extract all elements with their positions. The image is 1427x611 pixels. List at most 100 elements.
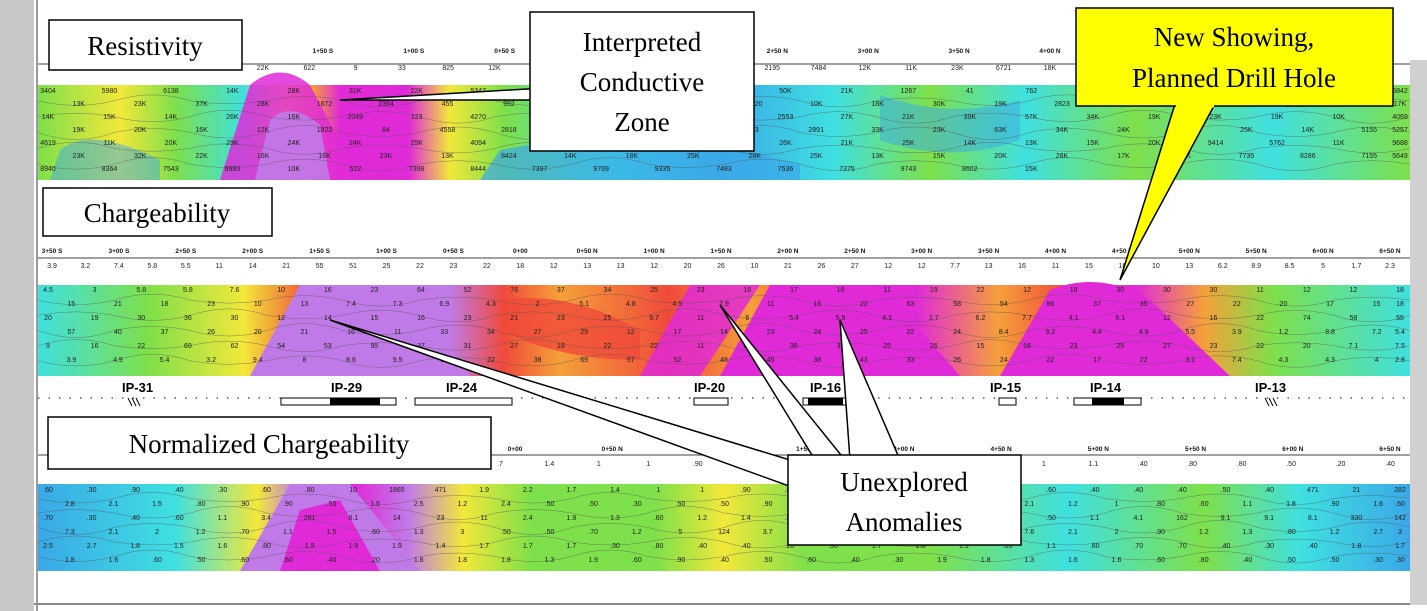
contour-value: 9414 xyxy=(1208,140,1224,147)
contour-value: 5.5 xyxy=(1185,329,1195,336)
contour-value: .60 xyxy=(1003,543,1013,550)
contour-value: 27 xyxy=(1163,343,1171,350)
contour-value: 31K xyxy=(349,88,362,95)
contour-value: 35 xyxy=(1140,301,1148,308)
contour-value: 15K xyxy=(103,114,116,121)
contour-value: 471 xyxy=(1307,487,1319,494)
contour-value: .80 xyxy=(261,543,271,550)
contour-value: 69 xyxy=(580,357,588,364)
contour-value: 21 xyxy=(510,315,518,322)
contour-value: 1.3 xyxy=(1024,557,1034,564)
contour-value: .50 xyxy=(1221,487,1231,494)
contour-value: 4.1 xyxy=(1069,315,1079,322)
contour-value: 522 xyxy=(349,166,361,173)
contour-value: 1.1 xyxy=(1090,515,1100,522)
contour-value: 5.4 xyxy=(1395,329,1405,336)
contour-value: 11K xyxy=(1333,140,1345,147)
top-value: 2195 xyxy=(764,65,780,72)
contour-value: 25K xyxy=(410,140,423,147)
contour-value: 1.9 xyxy=(959,543,969,550)
top-value: 10 xyxy=(751,263,759,270)
contour-value: 27 xyxy=(1186,301,1194,308)
contour-value: 2.1 xyxy=(109,501,119,508)
contour-value: 23K xyxy=(134,101,147,108)
contour-value: 73 xyxy=(751,127,759,134)
contour-value: 1.2 xyxy=(196,529,206,536)
top-value: .50 xyxy=(1286,461,1296,468)
contour-value: 2.5 xyxy=(43,543,53,550)
contour-value: .60 xyxy=(1090,543,1100,550)
contour-value: .60 xyxy=(261,487,271,494)
contour-value: 33K xyxy=(871,127,884,134)
contour-value: 14 xyxy=(324,315,332,322)
contour-value: 9688 xyxy=(1392,140,1408,147)
contour-line xyxy=(37,354,1411,368)
contour-value: 12 xyxy=(627,329,635,336)
top-value: 5.8 xyxy=(147,263,157,270)
contour-value: .60 xyxy=(654,515,664,522)
unexplored-line1: Unexplored xyxy=(840,467,968,497)
top-value: 7484 xyxy=(811,65,827,72)
contour-value: .60 xyxy=(632,557,642,564)
top-value: 12 xyxy=(918,263,926,270)
contour-value: 1.7 xyxy=(566,487,576,494)
contour-value: 12 xyxy=(1023,287,1031,294)
station-label: 6+00 N xyxy=(1313,248,1334,255)
contour-line xyxy=(37,506,1411,520)
contour-value: 26 xyxy=(930,343,938,350)
contour-value: .70 xyxy=(588,529,598,536)
station-label: 0+50 S xyxy=(494,48,515,55)
contour-value: 13K xyxy=(871,153,884,160)
contour-value: 9 xyxy=(46,343,50,350)
contour-value: 2.7 xyxy=(1373,529,1383,536)
resistivity-title: Resistivity xyxy=(87,31,203,61)
contour-value: .20 xyxy=(785,543,795,550)
contour-value: 30K xyxy=(933,101,946,108)
contour-value: 37 xyxy=(557,287,565,294)
contour-value: .50 xyxy=(327,501,337,508)
contour-value: 1 xyxy=(1115,501,1119,508)
contour-value: .50 xyxy=(196,557,206,564)
contour-value: 3 xyxy=(1398,529,1402,536)
contour-value: 1.7 xyxy=(479,543,489,550)
contour-value: 19 xyxy=(930,287,938,294)
contour-value: 5155 xyxy=(1361,127,1377,134)
contour-value: 24K xyxy=(1117,127,1130,134)
contour-value: 14K xyxy=(42,114,55,121)
contour-value: 1.8 xyxy=(1286,501,1296,508)
contour-value: 22 xyxy=(1140,357,1148,364)
contour-value: 7536 xyxy=(778,166,794,173)
contour-value: 20K xyxy=(134,127,147,134)
contour-value: 992 xyxy=(503,101,515,108)
contour-value: 1.7 xyxy=(566,543,576,550)
contour-value: 16 xyxy=(347,329,355,336)
contour-value: .80 xyxy=(1286,529,1296,536)
contour-value: 18K xyxy=(626,153,639,160)
contour-line xyxy=(37,535,1411,549)
top-value: .20 xyxy=(1336,461,1346,468)
contour-value: 2553 xyxy=(778,114,794,121)
contour-value: 22 xyxy=(1256,315,1264,322)
drill-target-ip20 xyxy=(693,397,729,406)
contour-value: 6 xyxy=(745,315,749,322)
ip-label-24: IP-24 xyxy=(446,380,478,395)
contour-value: 1.7 xyxy=(929,315,939,322)
contour-value: 4.1 xyxy=(882,315,892,322)
contour-value: .20 xyxy=(370,557,380,564)
contour-value: .60 xyxy=(1155,557,1165,564)
resistivity-low-core xyxy=(255,111,330,180)
top-value: 18 xyxy=(516,263,524,270)
top-value: 3.9 xyxy=(47,263,57,270)
contour-value: .40 xyxy=(719,557,729,564)
normalized-panel: 0+000+50 N1+00 N1+50 N4+00 N4+50 N5+00 N… xyxy=(37,446,1411,571)
contour-value: 1.7 xyxy=(523,543,533,550)
contour-value: 1.8 xyxy=(457,557,467,564)
contour-value: 37 xyxy=(161,329,169,336)
contour-value: .40 xyxy=(850,557,860,564)
station-label: 0+50 N xyxy=(602,446,623,453)
station-label: 2+00 N xyxy=(777,248,798,255)
station-label: 6+50 N xyxy=(1379,446,1400,453)
resistivity-left-high xyxy=(50,139,160,180)
contour-value: 21K xyxy=(841,88,854,95)
contour-value: 27 xyxy=(510,343,518,350)
